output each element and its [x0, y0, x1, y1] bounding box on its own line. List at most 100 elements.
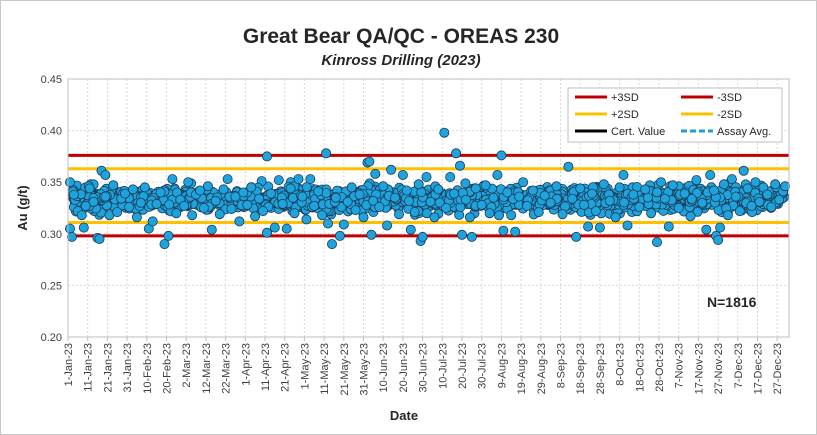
data-point	[575, 183, 586, 194]
data-point	[374, 201, 385, 212]
x-tick-label: 9-Aug-23	[496, 343, 508, 388]
x-tick-label: 17-Dec-23	[752, 343, 764, 394]
data-point	[618, 169, 629, 180]
data-point	[301, 214, 312, 225]
data-point	[382, 220, 393, 231]
x-tick-label: 10-Jul-23	[437, 343, 449, 389]
x-tick-label: 21-Apr-23	[280, 343, 292, 392]
legend-label: Cert. Value	[611, 126, 665, 138]
data-point	[622, 220, 633, 231]
data-point	[480, 180, 491, 191]
y-tick-label: 0.30	[41, 229, 62, 241]
data-point	[439, 127, 450, 138]
x-tick-label: 10-Jun-23	[378, 343, 390, 393]
x-tick-label: 19-Aug-23	[516, 343, 528, 394]
data-point	[78, 222, 89, 233]
data-point	[413, 179, 424, 190]
chart-title: Great Bear QA/QC - OREAS 230	[243, 25, 559, 48]
x-tick-label: 7-Dec-23	[733, 343, 745, 388]
x-tick-label: 22-Mar-23	[221, 343, 233, 394]
data-point	[590, 206, 601, 217]
data-point	[619, 197, 630, 208]
data-point	[198, 202, 209, 213]
data-point	[514, 191, 525, 202]
data-point	[488, 192, 499, 203]
data-point	[587, 188, 598, 199]
data-point	[730, 191, 741, 202]
data-point	[518, 177, 529, 188]
data-point	[663, 221, 674, 232]
data-point	[604, 195, 615, 206]
x-tick-label: 11-May-23	[319, 343, 331, 395]
data-point	[322, 218, 333, 229]
data-point	[155, 187, 166, 198]
data-point	[183, 177, 194, 188]
data-point	[692, 206, 703, 217]
data-point	[470, 183, 481, 194]
data-point	[726, 174, 737, 185]
data-point	[492, 169, 503, 180]
data-point	[65, 223, 76, 234]
data-point	[281, 223, 292, 234]
data-point	[697, 197, 708, 208]
data-point	[510, 226, 521, 237]
y-tick-label: 0.40	[41, 126, 62, 138]
data-point	[84, 183, 95, 194]
data-point	[80, 200, 91, 211]
data-point	[346, 182, 357, 193]
data-point	[652, 237, 663, 248]
x-tick-label: 31-Jan-23	[122, 343, 134, 393]
data-point	[238, 187, 249, 198]
data-point	[171, 208, 182, 219]
data-point	[179, 200, 190, 211]
data-point	[358, 212, 369, 223]
legend: +3SD -3SD +2SD -2SD Cert. Value Assay Avg.	[567, 87, 783, 143]
data-point	[66, 231, 77, 242]
y-axis-title: Au (g/t)	[15, 185, 30, 230]
data-point	[498, 225, 509, 236]
x-tick-label: 1-Jan-23	[63, 343, 75, 386]
data-point	[94, 233, 105, 244]
data-point	[202, 181, 213, 192]
data-point	[254, 193, 265, 204]
data-point	[108, 180, 119, 191]
data-point	[545, 197, 556, 208]
data-point	[634, 201, 645, 212]
data-point	[527, 185, 538, 196]
data-point	[135, 197, 146, 208]
x-tick-label: 21-Jan-23	[102, 343, 114, 393]
data-point	[719, 179, 730, 190]
data-point	[738, 165, 749, 176]
data-point	[628, 189, 639, 200]
data-point	[350, 205, 361, 216]
data-point	[403, 195, 414, 206]
legend-label: -3SD	[717, 92, 742, 104]
data-point	[206, 224, 217, 235]
x-tick-label: 11-Apr-23	[260, 343, 272, 391]
data-point	[338, 219, 349, 230]
data-points	[65, 127, 791, 250]
data-point	[746, 200, 757, 211]
data-point	[441, 202, 452, 213]
chart-subtitle: Kinross Drilling (2023)	[321, 52, 480, 69]
data-point	[124, 201, 135, 212]
data-point	[646, 208, 657, 219]
data-point	[750, 177, 761, 188]
data-point	[273, 175, 284, 186]
x-tick-label: 17-Nov-23	[693, 343, 705, 394]
data-point	[691, 175, 702, 186]
data-point	[330, 192, 341, 203]
data-point	[713, 234, 724, 245]
data-point	[551, 181, 562, 192]
data-point	[667, 180, 678, 191]
data-point	[293, 174, 304, 185]
data-point	[68, 189, 79, 200]
data-point	[421, 171, 432, 182]
data-point	[285, 183, 296, 194]
x-tick-label: 8-Oct-23	[615, 343, 627, 386]
data-point	[100, 191, 111, 202]
data-point	[210, 195, 221, 206]
data-point	[466, 231, 477, 242]
data-point	[321, 148, 332, 159]
